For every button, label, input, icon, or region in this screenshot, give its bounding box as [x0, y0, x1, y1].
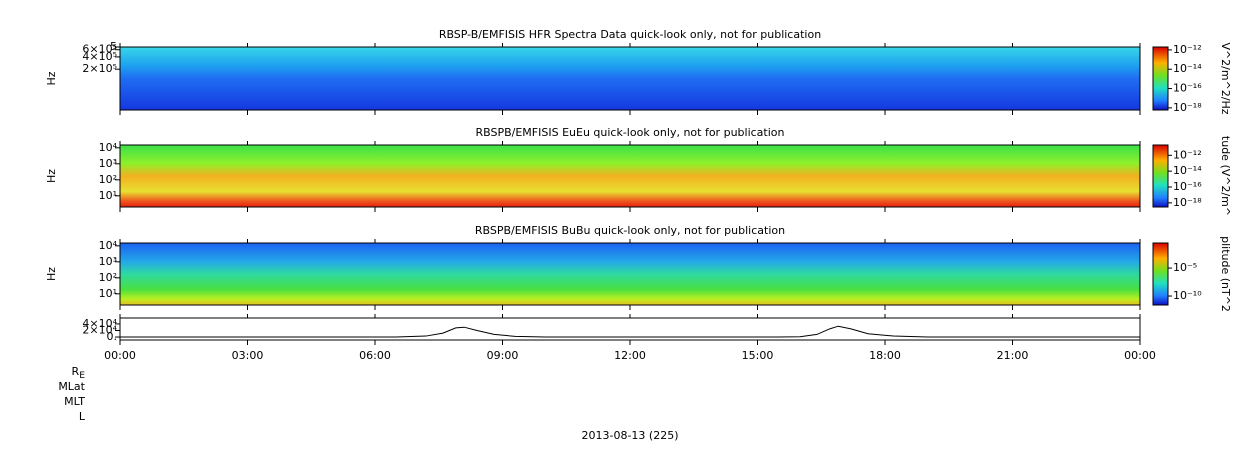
y-tick-label: 0. — [107, 330, 118, 343]
row-label-box: L — [78, 410, 85, 423]
y-tick-label: 5 — [110, 40, 117, 53]
x-tick-label: 15:00 — [742, 349, 774, 362]
y-tick-label: 10² — [99, 271, 117, 284]
x-tick-label: 00:00 — [104, 349, 136, 362]
y-axis-label: Hz — [45, 71, 58, 85]
y-tick-label: 2×10⁵ — [82, 62, 117, 75]
colorbar — [1152, 242, 1169, 306]
y-tick-label: 6×10⁵ — [82, 43, 117, 56]
spectrogram-image — [120, 47, 1140, 110]
colorbar-tick-label: 10⁻¹⁴ — [1173, 62, 1202, 75]
spectrogram-image — [120, 243, 1140, 305]
row-label-box: MLat — [58, 380, 85, 393]
x-tick-label: 12:00 — [614, 349, 646, 362]
colorbar-tick-label: 10⁻¹⁴ — [1173, 164, 1202, 177]
x-tick-label: 00:00 — [1124, 349, 1156, 362]
x-tick-label: 18:00 — [869, 349, 901, 362]
colorbar-label: tude (V^2/m^ — [1219, 136, 1232, 216]
x-tick-label: 21:00 — [997, 349, 1029, 362]
x-tick-label: 09:00 — [487, 349, 519, 362]
data-line — [120, 325, 1140, 338]
y-tick-label: 10² — [99, 173, 117, 186]
row-label-box: RE — [71, 365, 85, 380]
colorbar-label: plitude (nT^2 — [1219, 236, 1232, 312]
colorbar — [1152, 46, 1169, 111]
spectrogram-image — [120, 145, 1140, 207]
colorbar-label: V^2/m^2/Hz — [1219, 42, 1232, 114]
row-label: MLat — [58, 380, 85, 393]
colorbar — [1152, 144, 1169, 208]
y-tick-label: 10⁴ — [99, 239, 118, 252]
colorbar-tick-label: 10⁻¹² — [1173, 43, 1202, 56]
colorbar-tick-label: 10⁻¹⁰ — [1173, 289, 1202, 302]
colorbar-tick-label: 10⁻¹² — [1173, 148, 1202, 161]
x-tick-label: 03:00 — [232, 349, 264, 362]
row-label-box: MLT — [64, 395, 85, 408]
y-axis-label: Hz — [45, 169, 58, 183]
colorbar-tick-label: 10⁻¹⁶ — [1173, 82, 1202, 95]
colorbar-tick-label: 10⁻⁵ — [1173, 261, 1197, 274]
x-tick-label: 06:00 — [359, 349, 391, 362]
colorbar-tick-label: 10⁻¹⁸ — [1173, 101, 1202, 114]
panel-title: RBSPB/EMFISIS EuEu quick-look only, not … — [475, 126, 784, 139]
y-tick-label: 4×10⁵ — [82, 50, 117, 63]
y-tick-label: 10⁴ — [99, 141, 118, 154]
y-tick-label: 2×10⁴ — [82, 323, 117, 336]
y-tick-label: 10¹ — [99, 189, 117, 202]
colorbar-tick-label: 10⁻¹⁸ — [1173, 196, 1202, 209]
y-tick-label: 10³ — [99, 255, 117, 268]
y-tick-label: 4×10⁴ — [82, 317, 117, 330]
row-label: MLT — [64, 395, 85, 408]
x-axis-label: 2013-08-13 (225) — [581, 429, 678, 442]
panel-title: RBSPB/EMFISIS BuBu quick-look only, not … — [475, 224, 785, 237]
colorbar-tick-label: 10⁻¹⁶ — [1173, 180, 1202, 193]
row-label: L — [78, 410, 85, 423]
row-label: RE — [71, 365, 85, 380]
y-tick-label: 10³ — [99, 157, 117, 170]
panel-title: RBSP-B/EMFISIS HFR Spectra Data quick-lo… — [439, 28, 821, 41]
y-axis-label: Hz — [45, 267, 58, 281]
y-tick-label: 10¹ — [99, 287, 117, 300]
